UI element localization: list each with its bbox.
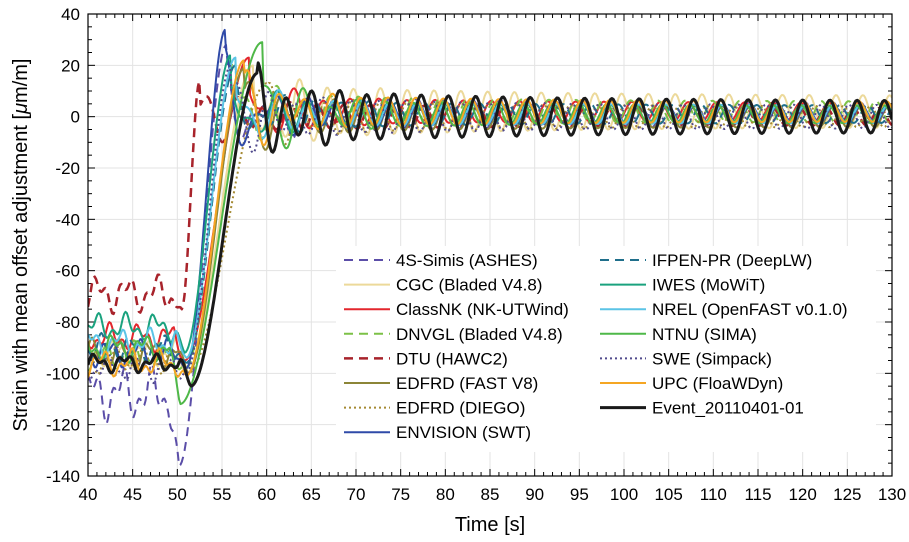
y-tick-label: 0 [71,108,80,127]
y-tick-label: -60 [55,262,80,281]
legend: 4S-Simis (ASHES) CGC (Bladed V4.8) ClassNK… [336,246,876,452]
x-tick-label: 80 [436,485,455,504]
minor-ticks [87,13,893,477]
series-line [88,61,892,388]
x-tick-label: 105 [654,485,682,504]
x-tick-label: 55 [213,485,232,504]
y-tick-label: -80 [55,313,80,332]
legend-label: EDFRD (DIEGO) [396,399,525,418]
x-tick-label: 60 [257,485,276,504]
legend-label: NREL (OpenFAST v0.1.0) [652,300,848,319]
y-tick-label: 20 [61,56,80,75]
x-tick-label: 75 [391,485,410,504]
x-tick-label: 45 [123,485,142,504]
y-tick-label: -20 [55,159,80,178]
series-line [88,64,892,375]
x-tick-label: 90 [525,485,544,504]
plot-frame [87,13,893,477]
legend-label: ENVISION (SWT) [396,423,531,442]
legend-label: UPC (FloaWDyn) [652,374,783,393]
x-tick-label: 50 [168,485,187,504]
y-tick-label: -120 [46,416,80,435]
x-tick-label: 110 [700,485,727,504]
legend-label: 4S-Simis (ASHES) [396,251,538,270]
x-tick-label: 40 [79,485,98,504]
legend-label: IFPEN-PR (DeepLW) [652,251,812,270]
x-tick-label: 130 [878,485,906,504]
y-tick-label: -140 [46,467,80,486]
y-axis-title: Strain with mean offset adjustment [μm/m… [10,59,32,432]
x-tick-label: 100 [610,485,638,504]
y-tick-label: -100 [46,364,80,383]
legend-label: IWES (MoWiT) [652,276,765,295]
legend-label: ClassNK (NK-UTWind) [396,300,569,319]
series-line [88,59,892,378]
legend-label: DNVGL (Bladed V4.8) [396,325,563,344]
y-axis: -140 -120 -100 -80 -60 -40 -20 0 20 40 [46,5,80,486]
x-tick-label: 120 [788,485,816,504]
x-tick-label: 65 [302,485,321,504]
legend-label: DTU (HAWC2) [396,349,508,368]
x-axis: 40 45 50 55 60 65 70 75 80 85 90 95 100 105 110 115 120 1… [79,485,907,504]
legend-label: NTNU (SIMA) [652,325,757,344]
legend-label: EDFRD (FAST V8) [396,374,538,393]
x-tick-label: 95 [570,485,589,504]
y-tick-label: -40 [55,210,80,229]
legend-label: SWE (Simpack) [652,349,772,368]
legend-label: Event_20110401-01 [652,399,804,418]
series-line [88,43,892,467]
x-axis-title: Time [s] [455,514,525,536]
legend-box [336,246,876,452]
x-tick-label: 125 [833,485,861,504]
x-tick-label: 70 [347,485,366,504]
y-tick-label: 40 [61,5,80,24]
x-tick-label: 115 [744,485,771,504]
series-layer [88,28,892,467]
legend-label: CGC (Bladed V4.8) [396,276,542,295]
x-tick-label: 85 [481,485,500,504]
